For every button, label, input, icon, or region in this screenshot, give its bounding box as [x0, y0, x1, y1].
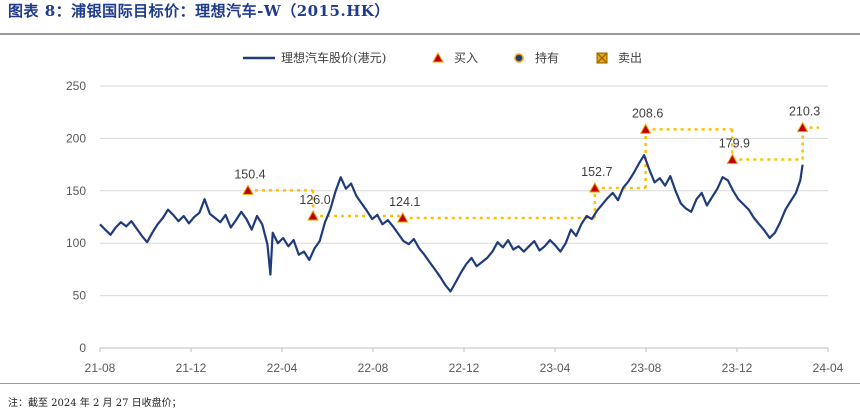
footnote: 注：截至 2024 年 2 月 27 日收盘价； [8, 398, 182, 409]
legend-label-price: 理想汽车股价(港元) [281, 50, 386, 65]
x-axis-ticks: 21-08 21-12 22-04 22-08 22-12 23-04 23-08 23-12… [85, 348, 844, 375]
footer-divider [0, 383, 860, 384]
target-label-210.3: 210.3 [789, 105, 820, 119]
x-tick-label: 21-08 [85, 361, 116, 375]
y-tick-label: 100 [66, 236, 86, 250]
y-tick-label: 0 [79, 341, 86, 355]
legend-triangle-icon [432, 51, 444, 63]
target-label-150.4: 150.4 [234, 167, 265, 181]
legend-label-sell: 卖出 [618, 51, 642, 65]
target-labels: 150.4 126.0 124.1 152.7 208.6 179.9 210.3 [234, 105, 820, 209]
legend-x-mark [597, 53, 607, 63]
x-tick-label: 23-12 [722, 361, 753, 375]
rating-markers [242, 121, 809, 223]
figure-title: 图表 8：浦银国际目标价：理想汽车-W（2015.HK） [8, 2, 390, 20]
price-series [99, 154, 804, 293]
price-target-chart: 0 50 100 150 200 250 21-08 21-12 22-04 22-08 22-1… [66, 50, 844, 375]
target-label-126.0: 126.0 [299, 193, 330, 207]
x-tick-label: 22-04 [267, 361, 298, 375]
y-tick-label: 150 [66, 184, 86, 198]
buy-marker-208.6 [639, 123, 652, 134]
gridlines [100, 85, 828, 349]
x-tick-label: 22-08 [358, 361, 389, 375]
x-tick-label: 22-12 [449, 361, 480, 375]
target-label-152.7: 152.7 [581, 165, 612, 179]
y-tick-label: 250 [66, 79, 86, 93]
buy-marker-150.4 [242, 184, 254, 195]
x-tick-label: 21-12 [176, 361, 207, 375]
legend-label-buy: 买入 [454, 51, 478, 65]
y-tick-label: 200 [66, 131, 86, 145]
legend: 理想汽车股价(港元) 买入 持有 卖出 [243, 50, 642, 65]
buy-marker-126.0 [307, 209, 319, 221]
buy-marker-124.1 [396, 211, 409, 223]
y-axis-ticks: 0 50 100 150 200 250 [66, 79, 86, 355]
title-divider [0, 33, 860, 35]
target-label-124.1: 124.1 [389, 195, 420, 209]
x-tick-label: 23-04 [540, 361, 571, 375]
x-tick-label: 23-08 [631, 361, 662, 375]
buy-marker-179.9 [726, 153, 739, 164]
legend-circle-icon [514, 53, 524, 63]
target-label-208.6: 208.6 [632, 106, 663, 120]
y-tick-label: 50 [73, 289, 87, 303]
buy-marker-210.3 [796, 121, 809, 133]
price-line [99, 154, 804, 293]
x-tick-label: 24-04 [813, 361, 844, 375]
legend-label-hold: 持有 [535, 50, 559, 65]
target-label-179.9: 179.9 [719, 136, 750, 150]
buy-marker-152.7 [588, 181, 601, 193]
